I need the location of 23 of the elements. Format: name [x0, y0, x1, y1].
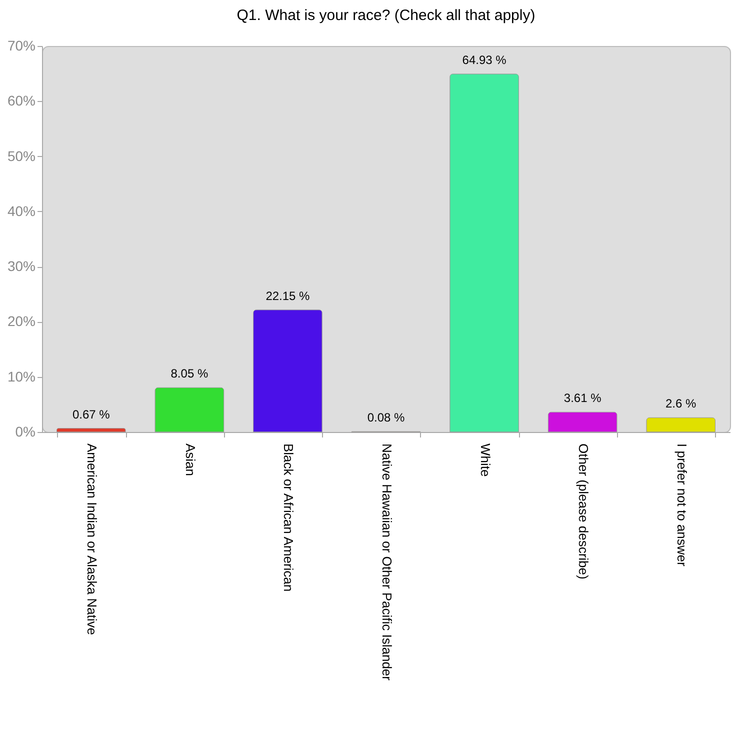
x-tick-label: American Indian or Alaska Native [84, 444, 100, 635]
x-tick-label: I prefer not to answer [674, 444, 690, 568]
y-tick-label: 0% [15, 424, 36, 440]
x-tick-label: Native Hawaiian or Other Pacific Islander [380, 444, 394, 682]
x-tick-label: Asian [182, 444, 198, 476]
x-tick-label: Other (please describe) [576, 444, 592, 580]
chart-title: Q1. What is your race? (Check all that apply) [236, 7, 536, 24]
data-label: 8.05 % [170, 366, 208, 381]
y-tick-label: 10% [7, 368, 36, 384]
y-tick-label: 60% [7, 92, 36, 109]
data-label: 3.61 % [564, 391, 602, 406]
data-label: 0.08 % [367, 410, 406, 425]
data-label: 22.15 % [266, 288, 310, 303]
y-tick-label: 20% [7, 313, 36, 330]
data-label: 64.93 % [462, 52, 507, 67]
x-tick-label: White [478, 444, 493, 477]
data-label: 0.67 % [72, 407, 110, 422]
x-tick-label: Black or African American [281, 444, 296, 592]
y-tick-label: 70% [7, 38, 36, 54]
y-tick-label: 50% [7, 148, 36, 164]
y-tick-label: 30% [7, 258, 36, 274]
y-tick-label: 40% [7, 202, 36, 219]
data-label: 2.6 % [666, 396, 697, 411]
